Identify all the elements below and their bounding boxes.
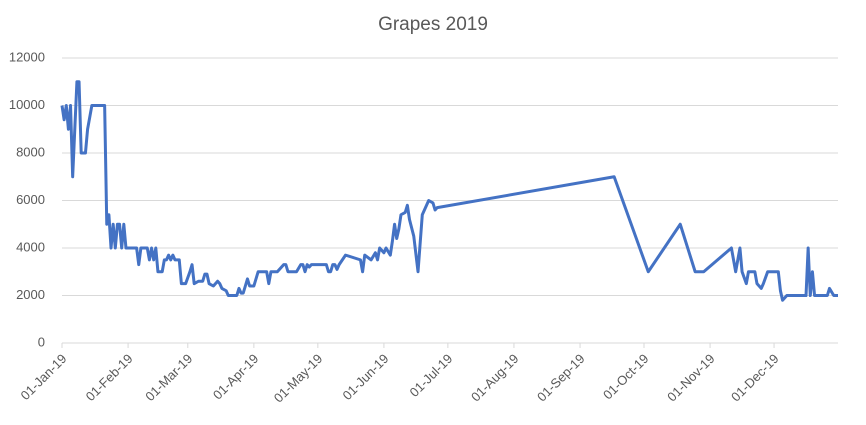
x-tick-label: 01-Apr-19 — [210, 351, 261, 402]
y-tick-label: 10000 — [9, 97, 45, 112]
x-tick-label: 01-Mar-19 — [142, 351, 195, 404]
x-tick-label: 01-Aug-19 — [468, 351, 522, 405]
y-tick-label: 0 — [38, 334, 45, 349]
chart-title: Grapes 2019 — [378, 14, 488, 35]
x-tick-label: 01-Jan-19 — [18, 351, 70, 403]
x-tick-label: 01-Sep-19 — [534, 351, 588, 405]
y-tick-label: 4000 — [16, 239, 45, 254]
x-tick-label: 01-Jul-19 — [406, 351, 455, 400]
x-tick-label: 01-Dec-19 — [728, 351, 782, 405]
y-tick-label: 6000 — [16, 192, 45, 207]
y-tick-label: 12000 — [9, 49, 45, 64]
x-tick-label: 01-Oct-19 — [600, 351, 651, 402]
x-tick-label: 01-Jun-19 — [339, 351, 391, 403]
data-line — [60, 80, 838, 302]
y-tick-label: 2000 — [16, 287, 45, 302]
x-tick-label: 01-Nov-19 — [664, 351, 718, 405]
x-tick-label: 01-Feb-19 — [83, 351, 136, 404]
x-tick-label: 01-May-19 — [271, 351, 326, 406]
y-tick-label: 8000 — [16, 144, 45, 159]
